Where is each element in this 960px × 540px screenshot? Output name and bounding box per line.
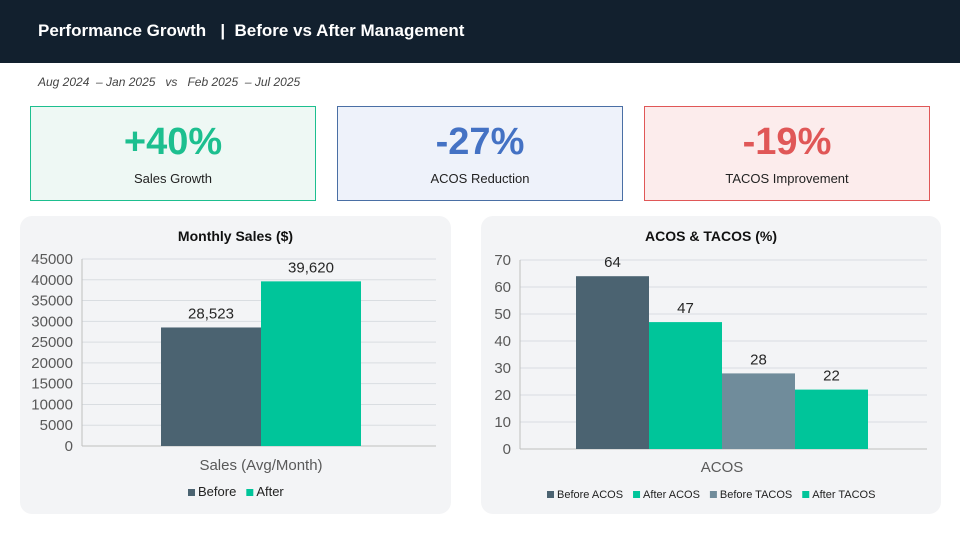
bar <box>161 327 261 446</box>
legend-label: After TACOS <box>812 489 875 501</box>
y-tick-label: 15000 <box>31 376 73 393</box>
bar <box>649 322 722 449</box>
header-bar: Performance Growth | Before vs After Man… <box>0 0 960 63</box>
kpi-value: +40% <box>123 121 223 163</box>
kpi-label: Sales Growth <box>133 171 213 186</box>
legend-label: After ACOS <box>643 489 700 501</box>
y-tick-label: 30 <box>494 360 511 377</box>
y-tick-label: 25000 <box>31 334 73 351</box>
data-label: 28 <box>750 351 767 368</box>
bar <box>576 276 649 449</box>
kpi-value: -27% <box>435 121 525 163</box>
data-label: 47 <box>677 300 694 317</box>
kpi-value: -19% <box>742 121 832 163</box>
x-category-label: Sales (Avg/Month) <box>199 457 322 474</box>
y-tick-label: 40 <box>494 333 511 350</box>
legend-label: Before TACOS <box>720 489 792 501</box>
data-label: 39,620 <box>288 259 334 276</box>
acos-bar-chart: 0 10 20 30 40 50 60 70 64 47 28 22 ACOS Before ACOS Af… <box>494 252 927 501</box>
y-tick-label: 0 <box>65 438 73 455</box>
bar <box>795 389 868 449</box>
data-label: 64 <box>604 254 621 271</box>
sales-bar-chart: 0 5000 10000 15000 20000 25000 30000 35000 40000… <box>31 251 436 499</box>
kpi-card-acos-reduction: -27% ACOS Reduction <box>337 106 623 201</box>
period-subtitle: Aug 2024 – Jan 2025 vs Feb 2025 – Jul 20… <box>38 75 301 89</box>
y-tick-label: 10000 <box>31 396 73 413</box>
bar <box>261 281 361 446</box>
legend-swatch <box>246 489 254 496</box>
y-tick-label: 35000 <box>31 293 73 310</box>
y-tick-label: 0 <box>503 441 511 458</box>
page-title: Performance Growth | Before vs After Man… <box>38 21 465 40</box>
y-tick-label: 30000 <box>31 313 73 330</box>
legend-swatch <box>547 491 554 498</box>
y-tick-label: 20 <box>494 387 511 404</box>
acos-chart-panel: ACOS & TACOS (%) 0 10 20 30 40 50 60 70 64 47 28 22… <box>481 216 941 514</box>
sales-chart-panel: Monthly Sales ($) 0 5000 10000 15000 20000 25… <box>20 216 451 514</box>
legend-swatch <box>633 491 641 498</box>
kpi-label: ACOS Reduction <box>430 171 530 186</box>
kpi-card-tacos-improvement: -19% TACOS Improvement <box>644 106 930 201</box>
legend-swatch <box>188 489 195 496</box>
chart-title: ACOS & TACOS (%) <box>645 228 777 244</box>
x-category-label: ACOS <box>701 459 744 476</box>
y-tick-label: 70 <box>494 252 511 269</box>
y-tick-label: 40000 <box>31 272 73 289</box>
y-tick-label: 5000 <box>40 417 73 434</box>
kpi-card-sales-growth: +40% Sales Growth <box>30 106 316 201</box>
y-tick-label: 20000 <box>31 355 73 372</box>
data-label: 22 <box>823 368 840 385</box>
legend-label: Before <box>198 484 236 499</box>
legend-label: Before ACOS <box>557 489 623 501</box>
y-tick-label: 50 <box>494 306 511 323</box>
legend-swatch <box>709 491 717 498</box>
bar <box>722 373 795 449</box>
legend-label: After <box>256 484 284 499</box>
data-label: 28,523 <box>188 305 234 322</box>
chart-title: Monthly Sales ($) <box>177 228 294 244</box>
y-tick-label: 10 <box>494 414 511 431</box>
y-tick-label: 45000 <box>31 251 73 268</box>
y-tick-label: 60 <box>494 279 511 296</box>
kpi-label: TACOS Improvement <box>725 171 849 186</box>
legend-swatch <box>802 491 810 498</box>
